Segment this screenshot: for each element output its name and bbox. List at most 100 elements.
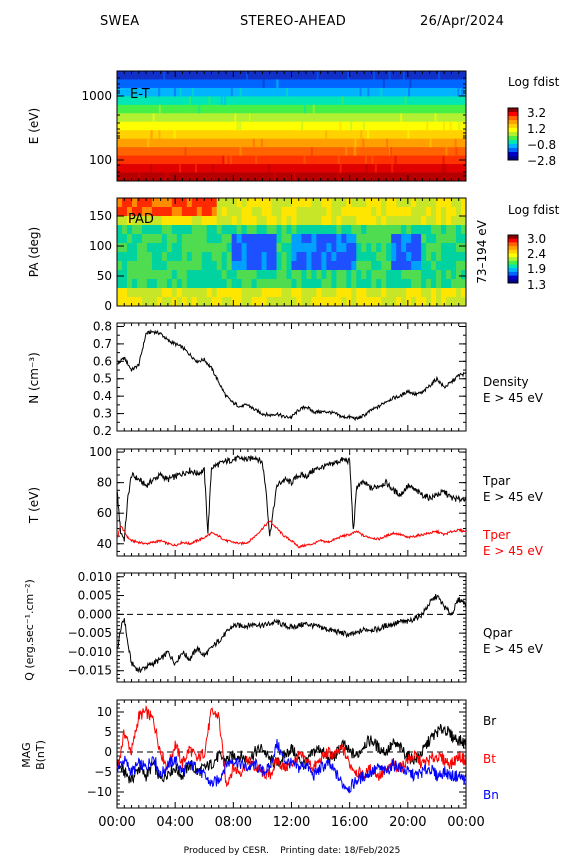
energy-panel-cell: [458, 121, 461, 131]
pad-panel-cell: [126, 288, 133, 298]
pad-panel-cell: [411, 198, 417, 208]
pad-panel-cell: [196, 270, 203, 280]
pad-panel-colorbar-segment: [508, 246, 518, 251]
mag-panel-ytick-label: −5: [94, 765, 112, 779]
pad-panel-cell: [117, 270, 123, 280]
pad-panel-cell: [351, 243, 357, 253]
pad-panel-cell: [396, 243, 402, 253]
pad-panel-cell: [351, 216, 357, 226]
pad-panel-cell: [381, 252, 387, 262]
pad-panel-cell: [136, 288, 143, 298]
pad-panel-cell: [461, 288, 467, 298]
pad-panel-cell: [226, 243, 233, 253]
pad-panel-cell: [306, 270, 312, 280]
pad-panel-cell: [201, 261, 208, 271]
pad-panel-cell: [271, 198, 277, 208]
pad-panel-cell: [316, 216, 322, 226]
pad-panel-cell: [256, 252, 262, 262]
pad-panel-cell: [206, 261, 213, 271]
pad-panel-cell: [306, 261, 312, 271]
pad-panel-cell: [301, 225, 307, 235]
pad-panel-cell: [301, 198, 307, 208]
pad-panel-cell: [456, 279, 462, 289]
pad-panel-cell: [336, 252, 342, 262]
pad-panel-cell: [266, 252, 272, 262]
pad-panel-cell: [371, 252, 377, 262]
pad-panel-cell: [411, 297, 417, 307]
pad-panel-cell: [211, 225, 218, 235]
pad-panel-cell: [266, 297, 272, 307]
pad-panel-cell: [386, 207, 392, 217]
pad-panel-cell: [296, 207, 302, 217]
pad-panel-cell: [211, 270, 218, 280]
pad-panel-cell: [411, 288, 417, 298]
pad-panel-cell: [321, 279, 327, 289]
pad-panel-cell: [326, 207, 332, 217]
pad-panel-cell: [241, 270, 248, 280]
pad-panel-cell: [171, 207, 178, 217]
pad-panel-cell: [196, 288, 203, 298]
pad-panel-cell: [386, 234, 392, 244]
energy-panel-cell: [208, 96, 211, 105]
pad-panel-cell: [196, 261, 203, 271]
pad-panel-cell: [256, 297, 262, 307]
pad-panel-cell: [421, 297, 427, 307]
pad-panel-cell: [416, 243, 422, 253]
pad-panel-cell: [256, 261, 262, 271]
pad-panel-cell: [271, 270, 277, 280]
pad-panel-cell: [117, 243, 123, 253]
pad-panel-ytick-label: 150: [89, 209, 112, 223]
pad-panel-cell: [396, 288, 402, 298]
pad-panel-cell: [246, 225, 253, 235]
pad-panel-cell: [251, 279, 257, 289]
pad-panel-cell: [351, 288, 357, 298]
temperature-panel-frame: [116, 448, 467, 557]
pad-panel-cell: [411, 261, 417, 271]
pad-panel-cell: [331, 198, 337, 208]
pad-panel-cell: [416, 225, 422, 235]
pad-panel-cell: [306, 198, 312, 208]
pad-panel-cell: [211, 288, 218, 298]
pad-panel-cell: [271, 279, 277, 289]
pad-panel-cell: [366, 225, 372, 235]
pad-panel-cell: [236, 198, 243, 208]
pad-panel-cell: [426, 270, 432, 280]
pad-panel-cell: [191, 216, 198, 226]
pad-panel-cell: [401, 234, 407, 244]
pad-panel-cell: [436, 261, 442, 271]
pad-panel-cell: [216, 243, 223, 253]
pad-panel-colorbar-label: 3.0: [527, 232, 546, 246]
pad-panel-cell: [356, 270, 362, 280]
pad-panel-cell: [296, 225, 302, 235]
pad-panel-cell: [431, 270, 437, 280]
pad-panel-cell: [331, 252, 337, 262]
energy-panel-cell: [339, 121, 342, 131]
pad-panel-cell: [346, 279, 352, 289]
energy-panel-cell: [362, 121, 365, 131]
pad-panel-cell: [396, 207, 402, 217]
pad-panel-cell: [251, 261, 257, 271]
pad-panel-cell: [336, 216, 342, 226]
pad-panel-cell: [241, 288, 248, 298]
pad-panel-cell: [346, 270, 352, 280]
energy-panel-cell: [286, 87, 289, 97]
pad-panel-cell: [156, 216, 163, 226]
pad-panel-cell: [146, 252, 153, 262]
pad-panel-cell: [117, 216, 123, 226]
pad-panel-cell: [221, 261, 228, 271]
pad-panel-cell: [326, 261, 332, 271]
energy-panel-cell: [163, 71, 166, 80]
pad-panel-cell: [226, 225, 233, 235]
pad-panel-cell: [231, 225, 238, 235]
pad-panel-cell: [366, 198, 372, 208]
energy-panel-colorbar-label: −2.8: [527, 154, 556, 168]
pad-panel-cell: [131, 252, 138, 262]
pad-panel-cell: [396, 270, 402, 280]
pad-panel-cell: [331, 243, 337, 253]
pad-panel-cell: [266, 261, 272, 271]
energy-panel-cell: [239, 121, 242, 131]
pad-panel-cell: [166, 216, 173, 226]
pad-panel-cell: [306, 252, 312, 262]
pad-panel-cell: [446, 207, 452, 217]
pad-panel-cell: [436, 270, 442, 280]
